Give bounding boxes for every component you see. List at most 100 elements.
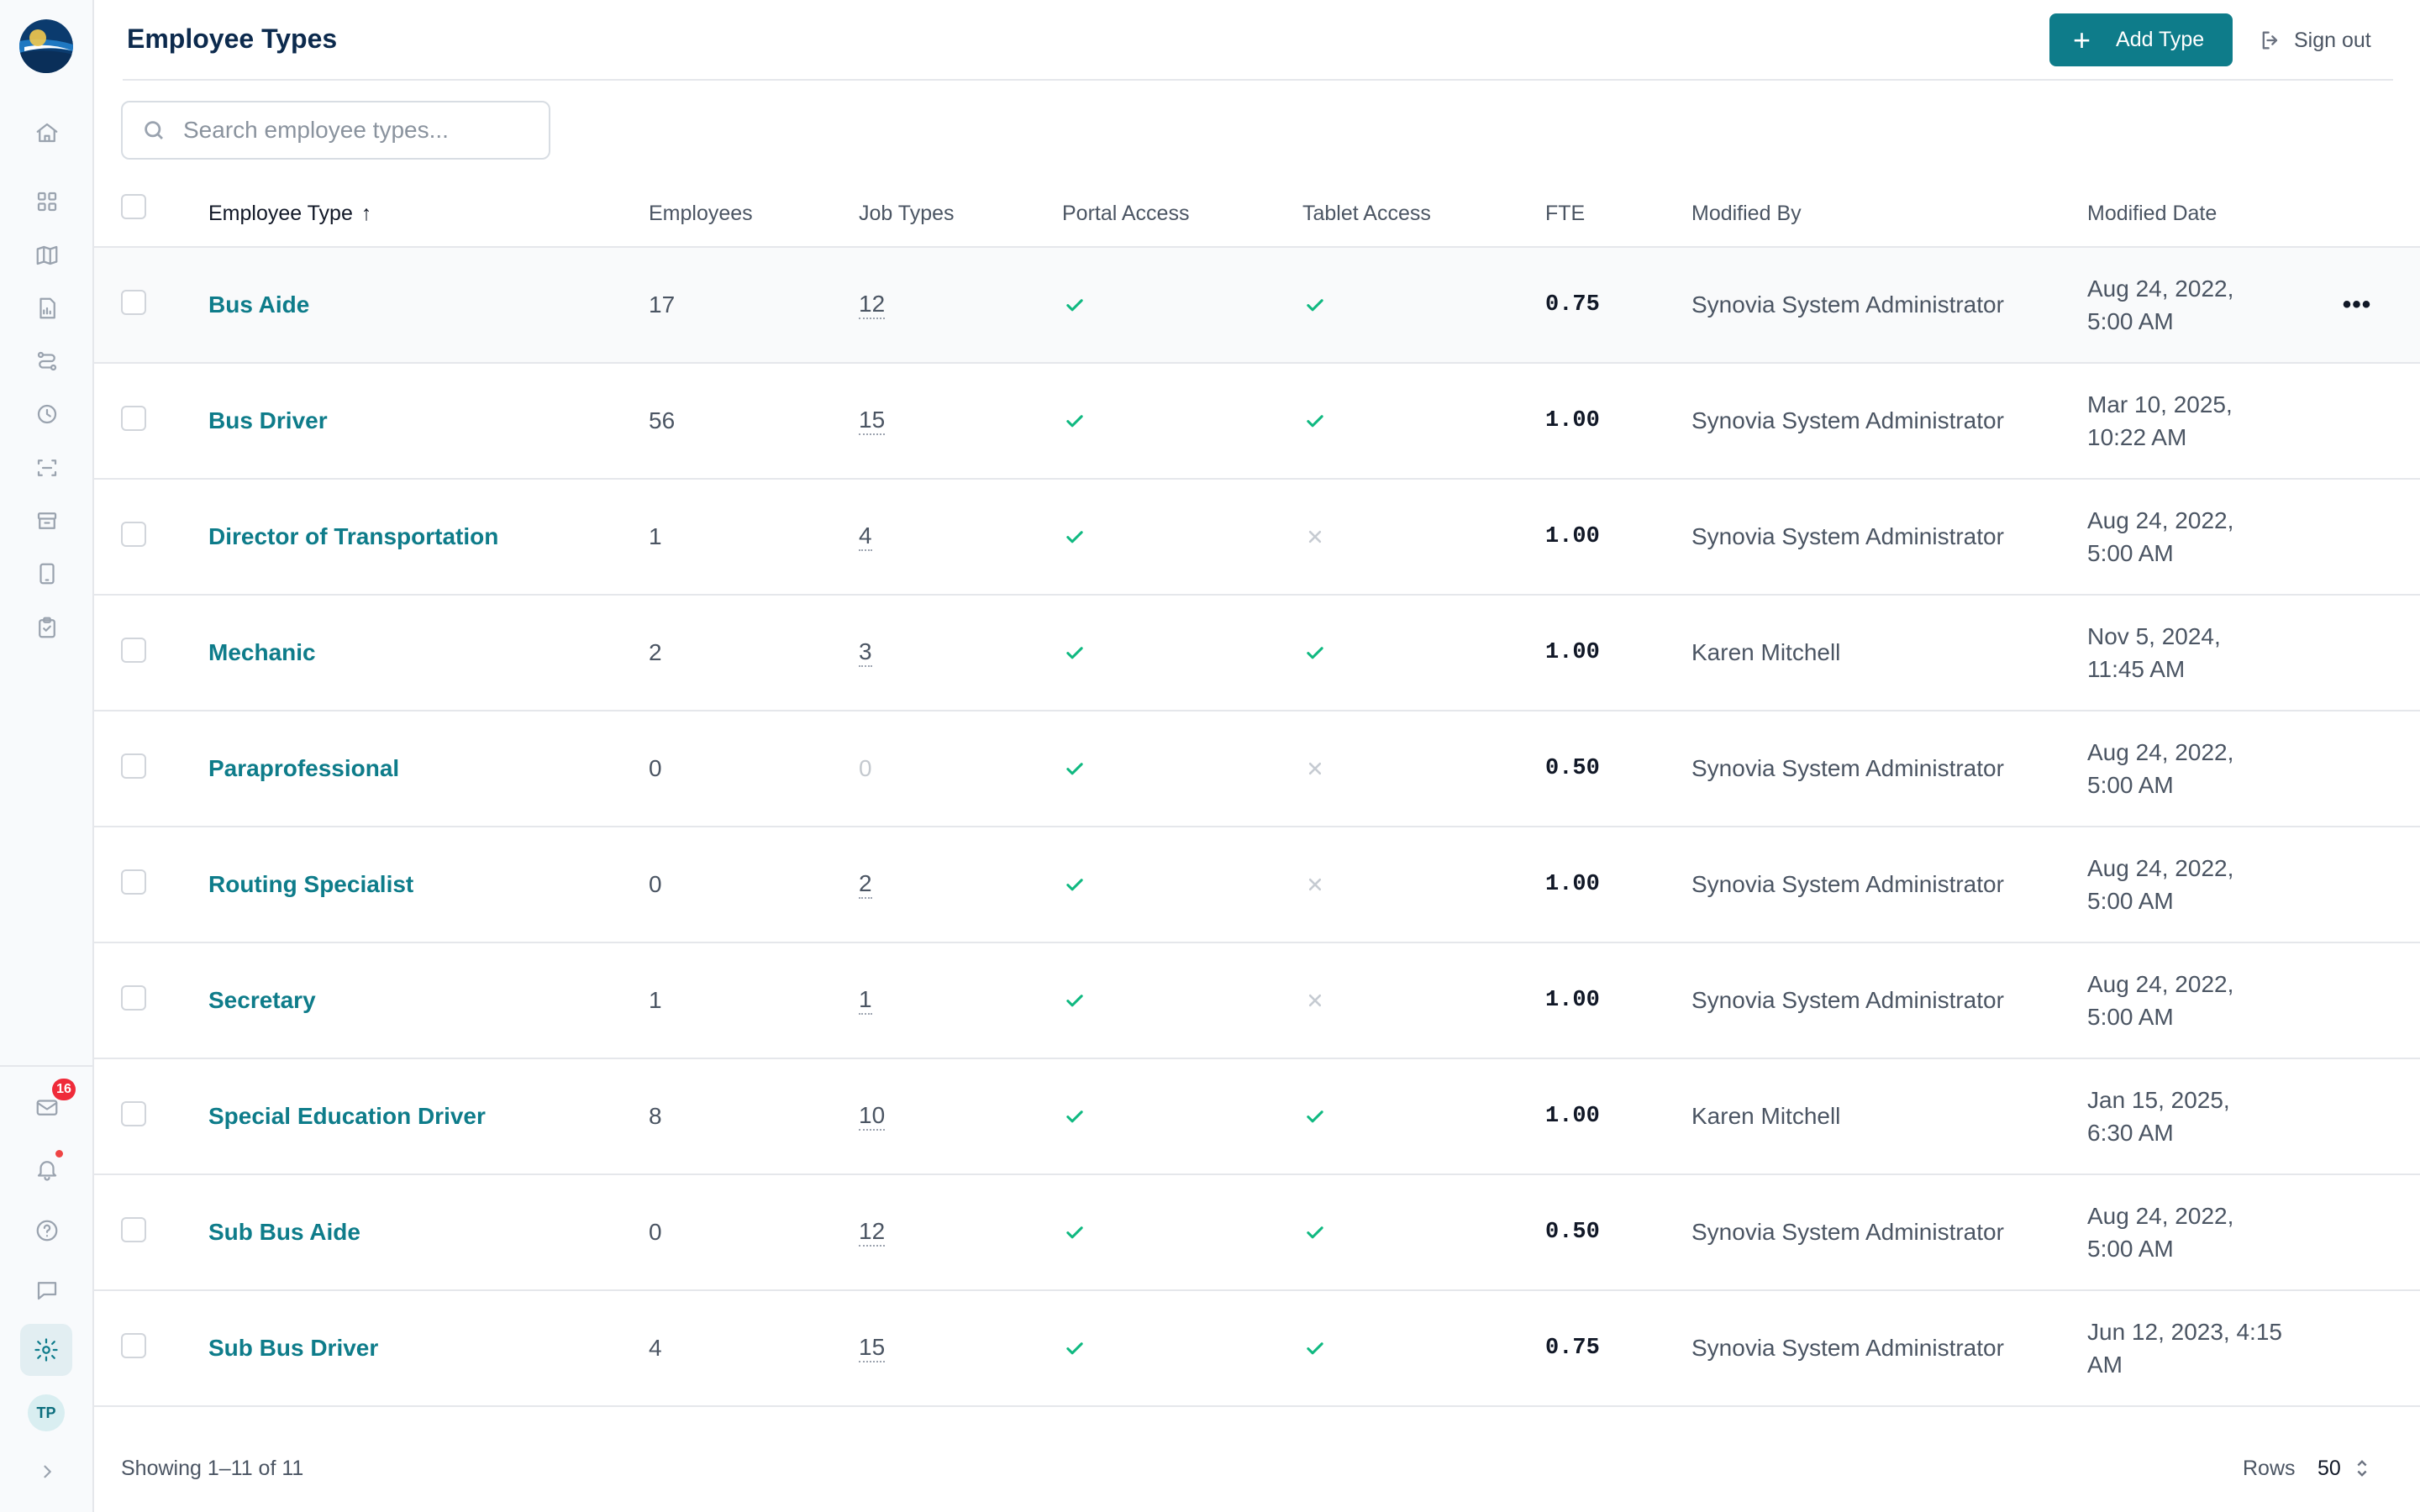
- job-types-value[interactable]: 1: [859, 986, 872, 1016]
- job-types-count[interactable]: 1: [859, 943, 872, 1058]
- column-header-portal-access[interactable]: Portal Access: [1062, 201, 1190, 225]
- table-row[interactable]: Routing Specialist 0 2 1.00 Synovia System A…: [94, 827, 2420, 943]
- row-checkbox[interactable]: [121, 290, 146, 315]
- job-types-count[interactable]: 3: [859, 596, 872, 710]
- map-icon[interactable]: [30, 239, 64, 272]
- employees-count: 17: [649, 291, 676, 318]
- job-types-count[interactable]: 15: [859, 1291, 886, 1405]
- employee-type-link[interactable]: Special Education Driver: [208, 1103, 486, 1129]
- add-type-button[interactable]: + Add Type: [2049, 13, 2233, 66]
- job-types-value[interactable]: 12: [859, 1218, 886, 1247]
- tablet-icon[interactable]: [30, 557, 64, 591]
- column-header-employee-type[interactable]: Employee Type ↑: [208, 181, 371, 246]
- job-types-count[interactable]: 12: [859, 1175, 886, 1289]
- mail-icon[interactable]: [30, 1090, 64, 1124]
- clock-icon[interactable]: [30, 397, 64, 431]
- home-icon[interactable]: [30, 116, 64, 150]
- employee-type-link[interactable]: Routing Specialist: [208, 871, 414, 897]
- check-icon: [1063, 827, 1086, 942]
- row-checkbox[interactable]: [121, 869, 146, 895]
- job-types-count[interactable]: 12: [859, 248, 886, 362]
- rows-per-page-select[interactable]: 50: [2317, 1452, 2371, 1485]
- column-header-fte[interactable]: FTE: [1545, 201, 1586, 225]
- employees-count: 2: [649, 639, 662, 665]
- scan-icon[interactable]: [30, 451, 64, 485]
- routes-icon[interactable]: [30, 344, 64, 378]
- help-icon[interactable]: [30, 1214, 64, 1247]
- bell-icon[interactable]: [30, 1152, 64, 1186]
- employee-type-link[interactable]: Mechanic: [208, 639, 316, 665]
- employee-type-link[interactable]: Secretary: [208, 987, 316, 1013]
- sign-out-button[interactable]: Sign out: [2259, 24, 2371, 57]
- row-checkbox[interactable]: [121, 406, 146, 431]
- row-checkbox[interactable]: [121, 985, 146, 1011]
- employee-type-link[interactable]: Director of Transportation: [208, 523, 499, 549]
- row-checkbox[interactable]: [121, 1217, 146, 1242]
- fte-value: 1.00: [1545, 1104, 1600, 1129]
- check-icon: [1063, 1059, 1086, 1173]
- expand-icon[interactable]: [30, 1455, 64, 1488]
- row-checkbox[interactable]: [121, 638, 146, 663]
- plus-icon: +: [2073, 22, 2091, 57]
- chat-icon[interactable]: [30, 1273, 64, 1307]
- row-checkbox[interactable]: [121, 753, 146, 779]
- modified-date-line1: Aug 24, 2022,: [2087, 971, 2234, 997]
- column-header-tablet-access[interactable]: Tablet Access: [1302, 201, 1431, 225]
- column-header-modified-by[interactable]: Modified By: [1691, 201, 1802, 225]
- table-row[interactable]: Sub Bus Driver 4 15 0.75 Synovia System Admi…: [94, 1291, 2420, 1407]
- settings-icon[interactable]: [29, 1333, 63, 1367]
- job-types-count[interactable]: 10: [859, 1059, 886, 1173]
- employee-type-link[interactable]: Bus Aide: [208, 291, 310, 318]
- settings-nav-active[interactable]: [20, 1324, 72, 1376]
- search-input[interactable]: [182, 116, 521, 144]
- job-types-value[interactable]: 15: [859, 1334, 886, 1363]
- fte-value: 1.00: [1545, 524, 1600, 549]
- table-row[interactable]: Bus Aide 17 12 0.75 Synovia System Administr…: [94, 248, 2420, 364]
- sidebar-divider: [0, 1065, 92, 1067]
- archive-icon[interactable]: [30, 504, 64, 538]
- dashboard-icon[interactable]: [30, 185, 64, 218]
- user-avatar[interactable]: TP: [28, 1394, 65, 1431]
- job-types-value[interactable]: 4: [859, 522, 872, 552]
- table-row[interactable]: Mechanic 2 3 1.00 Karen Mitchell Nov 5, 2024,…: [94, 596, 2420, 711]
- employee-type-link[interactable]: Bus Driver: [208, 407, 328, 433]
- job-types-count[interactable]: 15: [859, 364, 886, 478]
- job-types-count[interactable]: 4: [859, 480, 872, 594]
- check-icon: [1063, 364, 1086, 478]
- employee-type-link[interactable]: Sub Bus Driver: [208, 1335, 379, 1361]
- job-types-value[interactable]: 10: [859, 1102, 886, 1131]
- table-row[interactable]: Director of Transportation 1 4 1.00 Synovia …: [94, 480, 2420, 596]
- row-checkbox[interactable]: [121, 522, 146, 547]
- job-types-value[interactable]: 12: [859, 291, 886, 320]
- rows-per-page-value: 50: [2317, 1456, 2341, 1480]
- more-actions-icon[interactable]: •••: [2342, 291, 2372, 318]
- employees-count: 56: [649, 407, 676, 433]
- job-types-value[interactable]: 2: [859, 870, 872, 900]
- app-logo[interactable]: [19, 19, 73, 73]
- table-row[interactable]: Sub Bus Aide 0 12 0.50 Synovia System Admini…: [94, 1175, 2420, 1291]
- job-types-count[interactable]: 2: [859, 827, 872, 942]
- table-row[interactable]: Paraprofessional 0 0 0.50 Synovia System Adm…: [94, 711, 2420, 827]
- row-checkbox[interactable]: [121, 1333, 146, 1358]
- employee-type-link[interactable]: Sub Bus Aide: [208, 1219, 360, 1245]
- job-types-value[interactable]: 3: [859, 638, 872, 668]
- employee-type-link[interactable]: Paraprofessional: [208, 755, 400, 781]
- column-header-job-types[interactable]: Job Types: [859, 201, 955, 225]
- job-types-count: 0: [859, 711, 872, 826]
- clipboard-check-icon[interactable]: [30, 611, 64, 644]
- select-all-checkbox[interactable]: [121, 194, 146, 219]
- modified-date: Jan 15, 2025, 6:30 AM: [2087, 1059, 2306, 1173]
- job-types-value: 0: [859, 754, 872, 781]
- table-row[interactable]: Special Education Driver 8 10 1.00 Karen Mit…: [94, 1059, 2420, 1175]
- table-row[interactable]: Secretary 1 1 1.00 Synovia System Administra…: [94, 943, 2420, 1059]
- check-icon: [1063, 480, 1086, 594]
- row-checkbox[interactable]: [121, 1101, 146, 1126]
- report-icon[interactable]: [30, 291, 64, 325]
- table-row[interactable]: Bus Driver 56 15 1.00 Synovia System Adminis…: [94, 364, 2420, 480]
- column-header-modified-date[interactable]: Modified Date: [2087, 201, 2217, 225]
- modified-by: Synovia System Administrator: [1691, 291, 2004, 318]
- modified-date: Aug 24, 2022, 5:00 AM: [2087, 943, 2306, 1058]
- pagination-summary: Showing 1–11 of 11: [121, 1457, 304, 1480]
- job-types-value[interactable]: 15: [859, 407, 886, 436]
- column-header-employees[interactable]: Employees: [649, 201, 753, 225]
